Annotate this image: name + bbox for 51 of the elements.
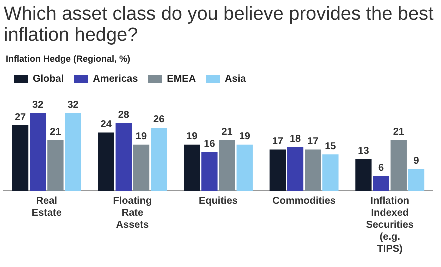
bar bbox=[305, 150, 322, 191]
data-label: 19 bbox=[239, 132, 251, 143]
data-label: 21 bbox=[50, 126, 62, 138]
data-label: 17 bbox=[272, 136, 284, 148]
data-label: 18 bbox=[290, 134, 302, 146]
bar bbox=[133, 144, 150, 191]
data-label: 28 bbox=[118, 110, 130, 121]
bar bbox=[322, 154, 339, 191]
bar bbox=[116, 123, 132, 191]
data-label: 9 bbox=[414, 156, 420, 167]
data-label: 19 bbox=[186, 132, 198, 143]
bar bbox=[98, 132, 114, 191]
data-label: 17 bbox=[308, 136, 320, 148]
data-label: 16 bbox=[204, 138, 216, 150]
data-label: 24 bbox=[100, 120, 112, 131]
x-tick-label: Commodities bbox=[272, 196, 336, 207]
bar bbox=[408, 169, 425, 191]
data-label: 13 bbox=[358, 146, 370, 158]
bar bbox=[12, 126, 29, 191]
chart-subtitle: Inflation Hedge (Regional, %) bbox=[5, 53, 132, 64]
legend-label: EMEA bbox=[167, 74, 196, 85]
x-tick-label: Real Estate bbox=[32, 196, 62, 219]
legend-label: Asia bbox=[225, 74, 247, 85]
bar bbox=[150, 128, 168, 191]
legend-label: Americas bbox=[93, 74, 139, 85]
bar bbox=[356, 159, 372, 191]
x-tick-label: Inflation Indexed Securities (e.g. TIPS) bbox=[366, 196, 414, 255]
bar bbox=[202, 152, 218, 191]
x-tick-label: Equities bbox=[199, 196, 238, 207]
x-tick-label: Floating Rate Assets bbox=[113, 196, 152, 231]
bar bbox=[236, 144, 253, 191]
bar bbox=[48, 140, 64, 191]
data-label: 32 bbox=[68, 100, 80, 112]
bar bbox=[270, 150, 286, 191]
chart-title: Which asset class do you believe provides the best inflation hedge? bbox=[3, 3, 435, 46]
data-label: 26 bbox=[154, 114, 166, 126]
data-label: 27 bbox=[14, 112, 27, 124]
bar bbox=[184, 144, 200, 191]
bar bbox=[373, 176, 390, 191]
data-label: 15 bbox=[325, 141, 337, 152]
bar bbox=[287, 147, 304, 191]
legend-label: Global bbox=[33, 74, 64, 85]
bar bbox=[65, 113, 82, 191]
bar bbox=[390, 140, 407, 191]
data-label: 32 bbox=[32, 100, 44, 112]
bar bbox=[30, 113, 46, 191]
bar bbox=[219, 140, 236, 191]
data-label: 21 bbox=[393, 126, 405, 138]
data-label: 21 bbox=[222, 126, 234, 138]
data-label: 19 bbox=[136, 132, 148, 143]
data-label: 6 bbox=[378, 163, 385, 174]
